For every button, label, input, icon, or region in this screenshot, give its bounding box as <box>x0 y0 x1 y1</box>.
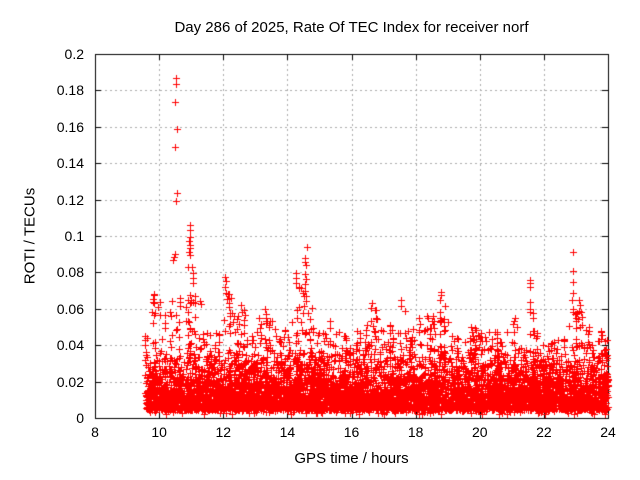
y-tick-label: 0.16 <box>56 118 84 135</box>
y-tick-label: 0.08 <box>56 264 84 281</box>
y-tick-label: 0.2 <box>64 46 84 62</box>
y-tick-label: 0.12 <box>56 191 84 208</box>
x-tick-label: 20 <box>471 424 488 440</box>
y-tick-label: 0.18 <box>56 82 84 99</box>
x-tick-label: 10 <box>151 424 167 440</box>
x-tick-label: 24 <box>600 424 616 440</box>
x-tick-label: 18 <box>407 424 424 440</box>
y-tick-label: 0.02 <box>56 373 84 390</box>
x-tick-label: 8 <box>91 424 99 440</box>
y-tick-label: 0.14 <box>56 155 84 172</box>
y-tick-label: 0.04 <box>56 337 84 354</box>
x-tick-label: 16 <box>343 424 360 440</box>
x-axis-label: GPS time / hours <box>294 450 409 467</box>
x-tick-label: 22 <box>536 424 552 440</box>
x-tick-label: 12 <box>215 424 232 440</box>
y-tick-label: 0.06 <box>56 300 84 317</box>
chart-title: Day 286 of 2025, Rate Of TEC Index for r… <box>174 19 529 36</box>
x-tick-label: 14 <box>279 424 296 440</box>
y-tick-label: 0.1 <box>64 228 84 244</box>
y-tick-label: 0 <box>76 410 84 426</box>
